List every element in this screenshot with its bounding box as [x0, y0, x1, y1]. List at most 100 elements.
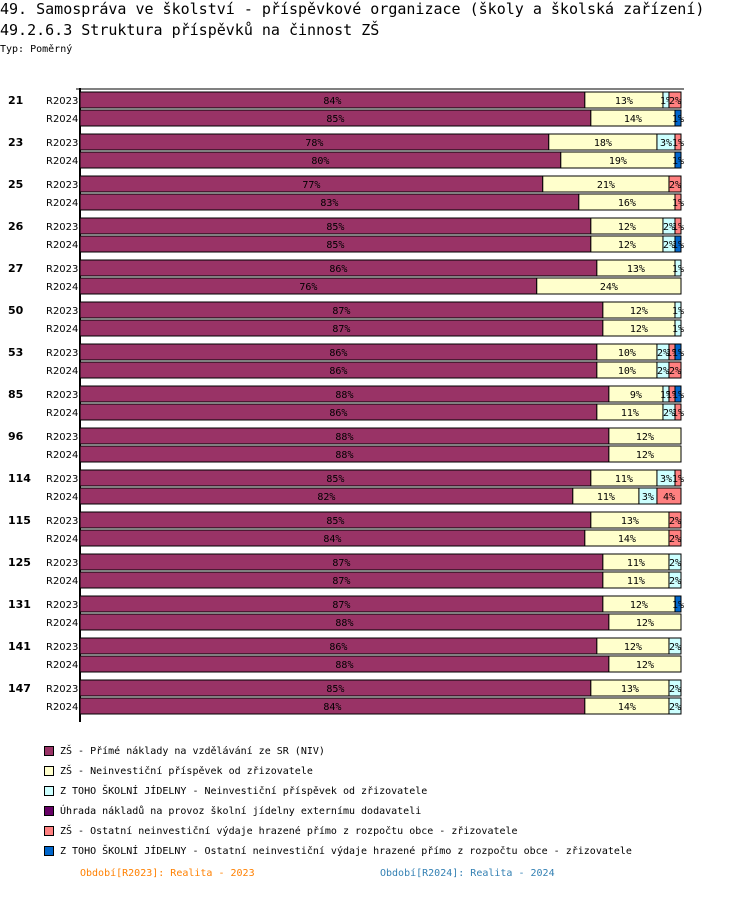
group-label: 114 [8, 472, 31, 485]
bar-segment [668, 175, 682, 193]
bar-value-label: 11% [627, 558, 645, 569]
bar-value-label: 2% [663, 408, 675, 419]
period-tick-label: R2023 [46, 642, 78, 653]
legend-label: ZŠ - Přímé náklady na vzdělávání ze SR (… [60, 745, 325, 757]
group-label: 125 [8, 556, 31, 569]
period-tick-label: R2024 [46, 492, 78, 503]
bar-segment [674, 403, 682, 421]
bar-value-label: 1% [666, 390, 678, 401]
bar-value-label: 85% [326, 474, 344, 485]
bar-value-label: 1% [672, 390, 684, 401]
bar-value-label: 85% [326, 222, 344, 233]
legend-swatch [44, 766, 54, 776]
bar-value-label: 76% [299, 282, 317, 293]
bar-value-label: 9% [630, 390, 642, 401]
bar-segment [668, 511, 682, 529]
bar-segment [674, 133, 682, 151]
bar-value-label: 87% [332, 600, 350, 611]
bar-value-label: 12% [636, 660, 654, 671]
bar-segment [536, 277, 682, 295]
legend-item: Z TOHO ŠKOLNÍ JÍDELNY - Neinvestiční pří… [44, 781, 632, 801]
stacked-bar-chart: 21 R2023 84% 13% 1%2%R2024 85% 14% 1%23 R2023 78%… [8, 88, 684, 722]
period-tick-label: R2024 [46, 198, 78, 209]
group-label: 21 [8, 94, 23, 107]
chart-type-label: Typ: Poměrný [0, 44, 73, 55]
chart-subtitle: 49.2.6.3 Struktura příspěvků na činnost … [0, 21, 380, 39]
bar-value-label: 12% [618, 240, 636, 251]
bar-value-label: 10% [618, 348, 636, 359]
bar-value-label: 13% [621, 684, 639, 695]
bar-value-label: 85% [326, 516, 344, 527]
bar-segment [674, 217, 682, 235]
bar-segment [668, 91, 682, 109]
period-tick-label: R2024 [46, 660, 78, 671]
legend-label: Z TOHO ŠKOLNÍ JÍDELNY - Neinvestiční pří… [60, 785, 428, 797]
bar-segment [608, 655, 682, 673]
bar-value-label: 11% [627, 576, 645, 587]
chart-title: 49. Samospráva ve školství - příspěvkové… [0, 0, 705, 18]
bar-value-label: 3% [660, 474, 672, 485]
bar-value-label: 12% [630, 306, 648, 317]
bar-value-label: 85% [326, 684, 344, 695]
bar-value-label: 86% [329, 264, 347, 275]
bar-segment [674, 259, 682, 277]
bar-value-label: 86% [329, 408, 347, 419]
bar-value-label: 86% [329, 642, 347, 653]
bar-segment [674, 109, 682, 127]
group-label: 96 [8, 430, 24, 443]
legend-label: Úhrada nákladů na provoz školní jídelny … [60, 805, 422, 817]
bar-value-label: 1% [672, 156, 684, 167]
bar-segment [668, 553, 682, 571]
bar-value-label: 78% [305, 138, 323, 149]
period-tick-label: R2023 [46, 516, 78, 527]
bar-value-label: 77% [302, 180, 320, 191]
legend-item: Úhrada nákladů na provoz školní jídelny … [44, 801, 632, 821]
legend-item: ZŠ - Přímé náklady na vzdělávání ze SR (… [44, 741, 632, 761]
bar-value-label: 18% [594, 138, 612, 149]
legend-item: Z TOHO ŠKOLNÍ JÍDELNY - Ostatní neinvest… [44, 841, 632, 861]
group-label: 115 [8, 514, 31, 527]
period-tick-label: R2024 [46, 408, 78, 419]
period-tick-label: R2023 [46, 180, 78, 191]
bar-value-label: 85% [326, 240, 344, 251]
chart-legend: ZŠ - Přímé náklady na vzdělávání ze SR (… [44, 741, 632, 861]
bar-value-label: 14% [618, 702, 636, 713]
period-tick-label: R2023 [46, 264, 78, 275]
group-label: 147 [8, 682, 31, 695]
bar-value-label: 12% [636, 450, 654, 461]
period-tick-label: R2024 [46, 114, 78, 125]
bar-segment [608, 427, 682, 445]
bar-value-label: 82% [317, 492, 335, 503]
bar-segment [674, 469, 682, 487]
bar-value-label: 1% [672, 600, 684, 611]
legend-label: Z TOHO ŠKOLNÍ JÍDELNY - Ostatní neinvest… [60, 845, 632, 857]
bar-value-label: 1% [672, 306, 684, 317]
bar-value-label: 21% [597, 180, 615, 191]
bar-value-label: 88% [335, 432, 353, 443]
bar-value-label: 1% [672, 264, 684, 275]
legend-item: ZŠ - Neinvestiční příspěvek od zřizovate… [44, 761, 632, 781]
bar-value-label: 16% [618, 198, 636, 209]
bar-value-label: 84% [323, 534, 341, 545]
bar-value-label: 13% [627, 264, 645, 275]
bar-segment [668, 697, 682, 715]
bar-value-label: 13% [615, 96, 633, 107]
period-tick-label: R2024 [46, 156, 78, 167]
bar-value-label: 12% [624, 642, 642, 653]
period-tick-label: R2023 [46, 684, 78, 695]
bar-value-label: 19% [609, 156, 627, 167]
bar-value-label: 12% [618, 222, 636, 233]
bar-segment [608, 445, 682, 463]
bar-value-label: 86% [329, 366, 347, 377]
bar-value-label: 2% [669, 96, 681, 107]
period-tick-label: R2023 [46, 474, 78, 485]
bar-value-label: 1% [672, 474, 684, 485]
bar-value-label: 2% [657, 366, 669, 377]
bar-value-label: 12% [636, 618, 654, 629]
bar-value-label: 88% [335, 450, 353, 461]
bar-value-label: 2% [669, 366, 681, 377]
group-label: 26 [8, 220, 24, 233]
bar-value-label: 2% [669, 180, 681, 191]
bar-value-label: 1% [660, 96, 672, 107]
bar-value-label: 11% [615, 474, 633, 485]
